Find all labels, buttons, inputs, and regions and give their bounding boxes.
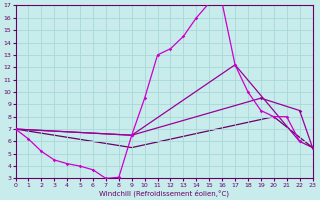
X-axis label: Windchill (Refroidissement éolien,°C): Windchill (Refroidissement éolien,°C) <box>99 189 229 197</box>
